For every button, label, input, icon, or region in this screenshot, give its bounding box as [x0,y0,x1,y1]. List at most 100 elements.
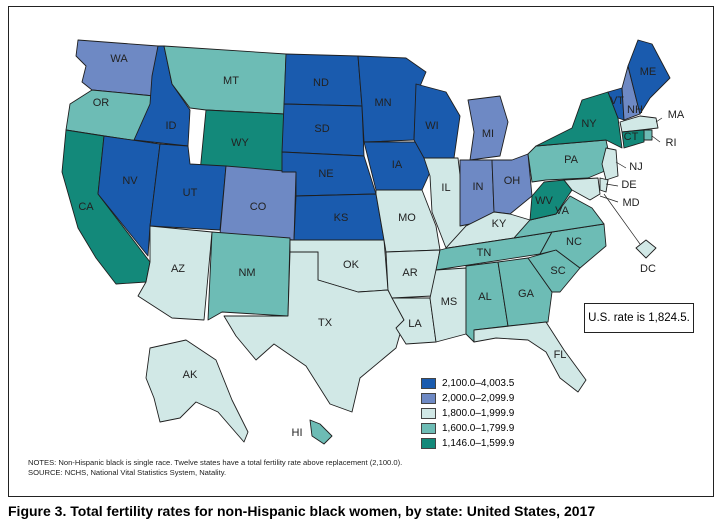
legend-label: 1,800.0–1,999.9 [442,408,515,419]
state-MD [563,177,601,201]
label-SD: SD [314,123,329,135]
label-NM: NM [238,267,255,279]
label-DE: DE [621,179,636,191]
state-MI [467,95,509,161]
legend-item: 1,800.0–1,999.9 [421,406,514,421]
label-MI: MI [482,128,494,140]
state-RI [643,129,653,141]
label-CO: CO [250,201,267,213]
label-NC: NC [566,236,582,248]
label-IN: IN [473,181,484,193]
figure-caption: Figure 3. Total fertility rates for non-… [8,503,596,519]
state-FL [473,321,587,393]
legend-swatch [421,408,436,419]
label-ND: ND [313,77,329,89]
state-NM [207,231,291,321]
state-NJ [601,147,619,181]
state-AR [385,249,441,299]
legend: 2,100.0–4,003.5 2,000.0–2,099.9 1,800.0–… [421,376,514,451]
label-NH: NH [627,104,643,116]
source-text: SOURCE: NCHS, National Vital Statistics … [28,468,227,477]
label-CA: CA [78,201,94,213]
label-IA: IA [392,159,403,171]
label-OH: OH [504,175,521,187]
legend-item: 2,000.0–2,099.9 [421,391,514,406]
label-TN: TN [477,247,492,259]
label-TX: TX [318,317,333,329]
label-IL: IL [441,182,450,194]
label-NJ: NJ [629,161,642,173]
label-MA: MA [668,109,685,121]
label-OR: OR [93,97,110,109]
nj-leader-line [615,161,627,169]
state-MA [619,115,659,133]
notes-text: NOTES: Non-Hispanic black is single race… [28,458,403,467]
ma-leader-line [655,117,663,123]
label-LA: LA [408,318,422,330]
label-WA: WA [110,53,128,65]
label-MS: MS [441,296,458,308]
legend-label: 1,146.0–1,599.9 [442,438,515,449]
state-GA [497,257,553,327]
label-WI: WI [425,120,438,132]
label-WY: WY [231,137,249,149]
label-MO: MO [398,212,416,224]
legend-label: 2,100.0–4,003.5 [442,378,515,389]
label-RI: RI [666,137,677,149]
label-ME: ME [640,66,657,78]
label-DC: DC [640,263,656,275]
label-ID: ID [166,120,177,132]
state-AK [145,339,249,443]
label-KY: KY [492,218,507,230]
label-MD: MD [622,197,639,209]
state-HI [309,419,333,445]
state-TX [223,251,405,413]
label-KS: KS [334,212,349,224]
legend-label: 2,000.0–2,099.9 [442,393,515,404]
label-UT: UT [183,187,198,199]
label-WV: WV [535,195,553,207]
state-WA [75,39,159,97]
label-SC: SC [550,265,565,277]
legend-item: 2,100.0–4,003.5 [421,376,514,391]
label-HI: HI [292,427,303,439]
label-OK: OK [343,259,360,271]
legend-item: 1,146.0–1,599.9 [421,436,514,451]
state-DC [635,239,657,259]
label-NE: NE [318,168,333,180]
label-NV: NV [122,175,138,187]
us-rate-text: U.S. rate is 1,824.5. [588,312,690,324]
state-AZ [137,225,213,321]
label-VT: VT [610,95,624,107]
label-AL: AL [478,291,491,303]
us-rate-box: U.S. rate is 1,824.5. [584,303,694,333]
label-FL: FL [554,349,567,361]
state-DE [599,177,609,193]
state-CT [621,129,645,149]
state-IA [363,141,433,191]
label-VA: VA [555,205,570,217]
label-AK: AK [183,369,198,381]
state-MS [429,267,467,343]
ri-leader-line [651,135,661,143]
label-AZ: AZ [171,263,185,275]
label-AR: AR [402,267,417,279]
label-NY: NY [581,118,597,130]
us-map: WA OR CA ID NV MT WY UT AZ CO NM ND SD N… [61,39,685,445]
figure-frame [8,6,714,497]
legend-label: 1,600.0–1,799.9 [442,423,515,434]
legend-item: 1,600.0–1,799.9 [421,421,514,436]
label-GA: GA [518,288,535,300]
label-CT: CT [624,131,639,143]
legend-swatch [421,423,436,434]
dc-leader-line [603,193,641,245]
state-ME [627,39,671,115]
legend-swatch [421,378,436,389]
state-NV [97,135,161,257]
legend-swatch [421,438,436,449]
de-leader-line [605,183,619,187]
label-MN: MN [374,97,391,109]
legend-swatch [421,393,436,404]
label-MT: MT [223,75,239,87]
md-leader-line [599,195,619,203]
